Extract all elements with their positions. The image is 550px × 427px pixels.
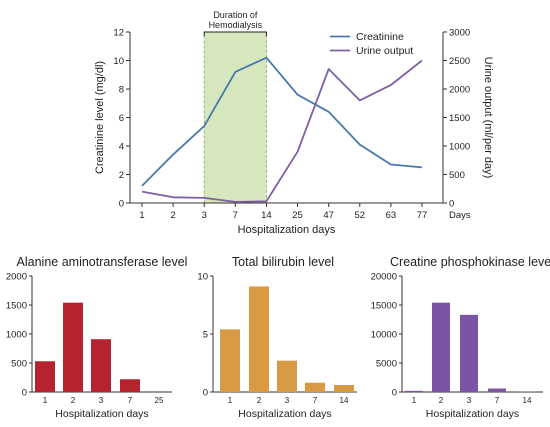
- cpk-bar-chart: Creatine phosphokinase level 0 5000 10000 15…: [371, 255, 550, 420]
- y-tick-label: 15000: [371, 301, 397, 312]
- hemodialysis-bracket: [203, 31, 267, 36]
- right-y-tick-label: 500: [449, 170, 465, 181]
- x-tick-label: 77: [417, 210, 428, 221]
- bar: [488, 388, 506, 392]
- bar: [432, 302, 450, 392]
- legend-label-urine-output: Urine output: [356, 45, 413, 57]
- y-tick-label: 10: [197, 272, 208, 283]
- left-y-axis-title: Creatinine level (mg/dl): [94, 61, 106, 174]
- bar: [35, 361, 55, 392]
- hemodialysis-label-line1: Duration of: [213, 10, 258, 20]
- x-tick-label: 1: [228, 396, 233, 405]
- x-tick-label: 3: [467, 396, 472, 405]
- creatinine-line: [141, 56, 423, 187]
- urine-output-line: [141, 59, 423, 203]
- x-tick-label: 14: [523, 396, 532, 405]
- left-y-tick-label: 12: [113, 28, 124, 39]
- right-y-tick-label: 2500: [449, 56, 470, 67]
- x-axis-title: Hospitalization days: [238, 224, 336, 236]
- x-unit-label: Days: [449, 210, 471, 221]
- x-tick-label: 2: [257, 396, 262, 405]
- y-tick-label: 10000: [371, 330, 397, 341]
- x-axis-title: Hospitalization days: [426, 408, 519, 420]
- x-axis-title: Hospitalization days: [238, 408, 331, 420]
- right-y-axis-title: Urine output (ml/per day): [482, 57, 494, 179]
- x-tick-label: 14: [340, 396, 349, 405]
- hemodialysis-label-line2: Hemodialysis: [209, 20, 263, 30]
- bar: [305, 382, 325, 392]
- left-y-tick-label: 2: [119, 170, 124, 181]
- x-tick-label: 2: [439, 396, 444, 405]
- y-tick-label: 2000: [6, 272, 27, 283]
- left-y-tick-label: 6: [119, 113, 124, 124]
- x-tick-label: 7: [233, 210, 238, 221]
- right-y-tick-label: 0: [449, 199, 454, 210]
- x-tick-label: 7: [313, 396, 318, 405]
- y-tick-label: 500: [11, 359, 27, 370]
- y-tick-label: 0: [392, 388, 397, 399]
- x-tick-label: 3: [202, 210, 207, 221]
- bar: [120, 379, 140, 392]
- x-tick-label: 1: [43, 396, 48, 405]
- left-y-tick-label: 8: [119, 85, 124, 96]
- left-y-tick-label: 4: [119, 142, 124, 153]
- bilirubin-bar-chart: Total bilirubin level 0 5 10 1 2 3 7 14 Hospitali…: [197, 255, 357, 420]
- bar: [91, 339, 111, 392]
- x-tick-label: 2: [71, 396, 76, 405]
- y-tick-label: 1500: [6, 301, 27, 312]
- bar: [405, 390, 423, 392]
- panel-title: Alanine aminotransferase level: [17, 255, 188, 269]
- left-y-tick-label: 10: [113, 56, 124, 67]
- x-tick-label: 25: [292, 210, 303, 221]
- y-tick-label: 0: [22, 388, 27, 399]
- right-y-tick-label: 1500: [449, 113, 470, 124]
- bar: [460, 314, 478, 392]
- x-tick-label: 7: [495, 396, 500, 405]
- right-y-tick-label: 3000: [449, 28, 470, 39]
- bar: [249, 286, 269, 392]
- y-tick-label: 0: [203, 388, 208, 399]
- legend-label-creatinine: Creatinine: [356, 31, 404, 43]
- x-tick-label: 3: [99, 396, 104, 405]
- x-tick-label: 52: [354, 210, 365, 221]
- x-tick-label: 47: [323, 210, 334, 221]
- y-tick-label: 1000: [6, 330, 27, 341]
- x-tick-label: 1: [139, 210, 144, 221]
- alt-bar-chart: Alanine aminotransferase level 0 500 1000 15…: [6, 255, 188, 420]
- x-tick-label: 63: [386, 210, 397, 221]
- main-line-chart: Duration ofHemodialysis02468101205001000…: [94, 10, 494, 236]
- x-tick-label: 25: [155, 396, 164, 405]
- x-tick-label: 2: [170, 210, 175, 221]
- x-tick-label: 3: [285, 396, 290, 405]
- hemodialysis-region: [203, 31, 267, 204]
- panel-title: Total bilirubin level: [232, 255, 334, 269]
- right-y-tick-label: 1000: [449, 142, 470, 153]
- bar: [334, 385, 354, 392]
- x-axis-title: Hospitalization days: [55, 408, 148, 420]
- x-tick-label: 1: [412, 396, 417, 405]
- y-tick-label: 5000: [376, 359, 397, 370]
- bar: [277, 360, 297, 392]
- right-y-tick-label: 2000: [449, 85, 470, 96]
- panel-title: Creatine phosphokinase level: [390, 255, 550, 269]
- y-tick-label: 5: [203, 330, 208, 341]
- x-tick-label: 14: [261, 210, 272, 221]
- bar: [220, 329, 240, 392]
- x-tick-label: 7: [128, 396, 133, 405]
- bar: [63, 302, 83, 392]
- y-tick-label: 20000: [371, 272, 397, 283]
- left-y-tick-label: 0: [119, 199, 124, 210]
